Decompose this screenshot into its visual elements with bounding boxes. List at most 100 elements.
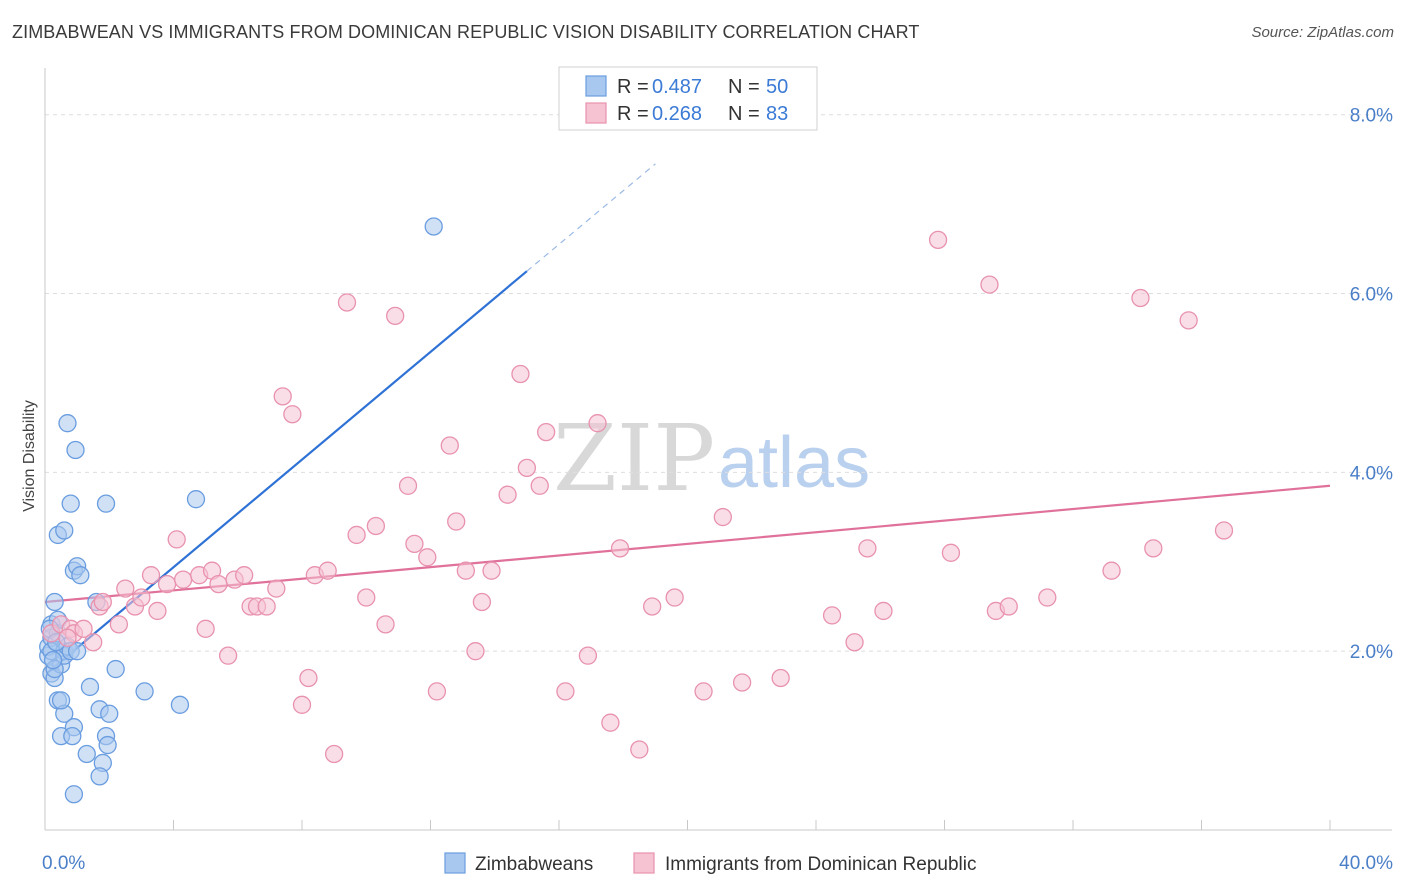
point-dominican-61: [610, 539, 630, 558]
legend-swatch-zimbabweans: [444, 852, 466, 874]
axes: [44, 68, 1392, 831]
point-dominican-59: [588, 414, 607, 433]
point-dominican-67: [732, 673, 752, 692]
point-zimbabweans-20: [51, 691, 71, 710]
stats-n-label-1: N =: [728, 76, 760, 98]
point-dominican-21: [209, 574, 228, 594]
point-zimbabweans-27: [58, 414, 77, 433]
point-dominican-16: [167, 530, 186, 549]
legend-swatch-dominican: [633, 852, 655, 874]
point-dominican-31: [292, 695, 312, 714]
legend-label-zimbabweans: Zimbabweans: [475, 854, 593, 875]
y-tick-label-1: 4.0%: [1350, 463, 1393, 484]
point-dominican-81: [1144, 539, 1163, 558]
point-dominican-47: [447, 512, 466, 531]
point-dominican-55: [530, 476, 549, 495]
point-zimbabweans-45: [186, 490, 206, 509]
stats-n-value-2: 83: [766, 103, 788, 125]
point-zimbabweans-35: [98, 735, 117, 755]
point-dominican-80: [1131, 288, 1150, 308]
point-zimbabweans-43: [135, 682, 154, 701]
point-zimbabweans-37: [77, 744, 96, 764]
point-dominican-50: [472, 592, 492, 612]
point-zimbabweans-33: [100, 704, 119, 723]
point-dominican-35: [324, 744, 344, 764]
point-zimbabweans-48: [43, 650, 63, 670]
point-dominican-24: [235, 566, 254, 585]
point-zimbabweans-29: [96, 494, 116, 513]
point-dominican-49: [466, 642, 485, 661]
watermark-atlas: atlas: [718, 423, 870, 503]
point-dominican-66: [713, 507, 732, 527]
point-zimbabweans-41: [63, 726, 82, 746]
source-label: Source: ZipAtlas.com: [1251, 24, 1394, 41]
point-zimbabweans-26: [71, 566, 90, 585]
y-axis-label: Vision Disability: [21, 400, 38, 512]
point-dominican-48: [456, 561, 475, 580]
point-dominican-56: [537, 422, 556, 442]
point-dominican-9: [109, 615, 129, 634]
stats-r-value-2: 0.268: [652, 103, 702, 125]
point-dominican-62: [630, 740, 649, 759]
point-dominican-71: [858, 539, 877, 558]
point-dominican-32: [299, 668, 318, 688]
point-dominican-54: [517, 458, 537, 478]
point-dominican-40: [376, 615, 395, 634]
point-dominican-43: [405, 534, 424, 554]
stats-r-label-1: R =: [617, 76, 649, 98]
stats-swatch-blue: [585, 75, 607, 97]
tick-labels: 2.0% 4.0% 6.0% 8.0% 0.0% 40.0%: [42, 106, 1393, 874]
point-dominican-34: [318, 561, 337, 580]
point-dominican-39: [366, 516, 386, 536]
y-tick-label-2: 6.0%: [1350, 285, 1393, 306]
chart-title: ZIMBABWEAN VS IMMIGRANTS FROM DOMINICAN …: [12, 22, 920, 42]
point-dominican-65: [694, 682, 713, 701]
legend: Zimbabweans Immigrants from Dominican Re…: [444, 852, 977, 875]
point-dominican-15: [157, 574, 177, 594]
point-dominican-64: [665, 588, 684, 607]
stats-n-label-2: N =: [728, 103, 760, 125]
point-dominican-57: [556, 682, 575, 701]
point-dominican-63: [643, 597, 662, 616]
point-dominican-29: [273, 387, 292, 406]
point-dominican-13: [141, 566, 161, 585]
point-zimbabweans-23: [61, 494, 80, 513]
point-dominican-36: [337, 293, 357, 312]
stats-swatch-pink: [585, 102, 607, 124]
point-dominican-58: [578, 646, 598, 665]
x-tick-label-0: 0.0%: [42, 853, 85, 874]
point-dominican-75: [980, 275, 999, 294]
point-dominican-8: [93, 592, 112, 612]
point-dominican-77: [999, 597, 1018, 616]
point-dominican-70: [845, 633, 864, 652]
point-dominican-68: [771, 668, 790, 688]
point-zimbabweans-46: [424, 217, 443, 236]
point-dominican-19: [196, 619, 215, 638]
trendline-zimbabweans-extension: [526, 163, 656, 272]
point-dominican-72: [874, 601, 893, 621]
point-dominican-52: [498, 485, 517, 504]
point-zimbabweans-6: [45, 592, 64, 612]
y-tick-label-3: 8.0%: [1350, 106, 1393, 127]
point-zimbabweans-22: [55, 521, 74, 540]
point-zimbabweans-44: [170, 695, 190, 714]
point-dominican-6: [84, 633, 103, 652]
point-dominican-83: [1214, 521, 1234, 540]
data-points: [39, 217, 1234, 804]
point-dominican-12: [132, 588, 151, 607]
point-dominican-17: [173, 570, 193, 589]
x-tick-label-1: 40.0%: [1339, 853, 1393, 874]
point-dominican-82: [1179, 311, 1198, 330]
watermark-zip: ZIP: [553, 405, 715, 512]
point-dominican-37: [347, 525, 366, 545]
point-zimbabweans-42: [106, 659, 125, 679]
point-zimbabweans-39: [64, 785, 84, 804]
point-dominican-60: [601, 713, 620, 732]
legend-label-dominican: Immigrants from Dominican Republic: [665, 854, 977, 875]
point-dominican-69: [822, 606, 842, 625]
point-zimbabweans-28: [66, 440, 85, 460]
point-zimbabweans-38: [90, 767, 109, 786]
point-dominican-14: [148, 601, 167, 621]
point-dominican-44: [418, 548, 437, 567]
point-dominican-78: [1038, 588, 1057, 607]
